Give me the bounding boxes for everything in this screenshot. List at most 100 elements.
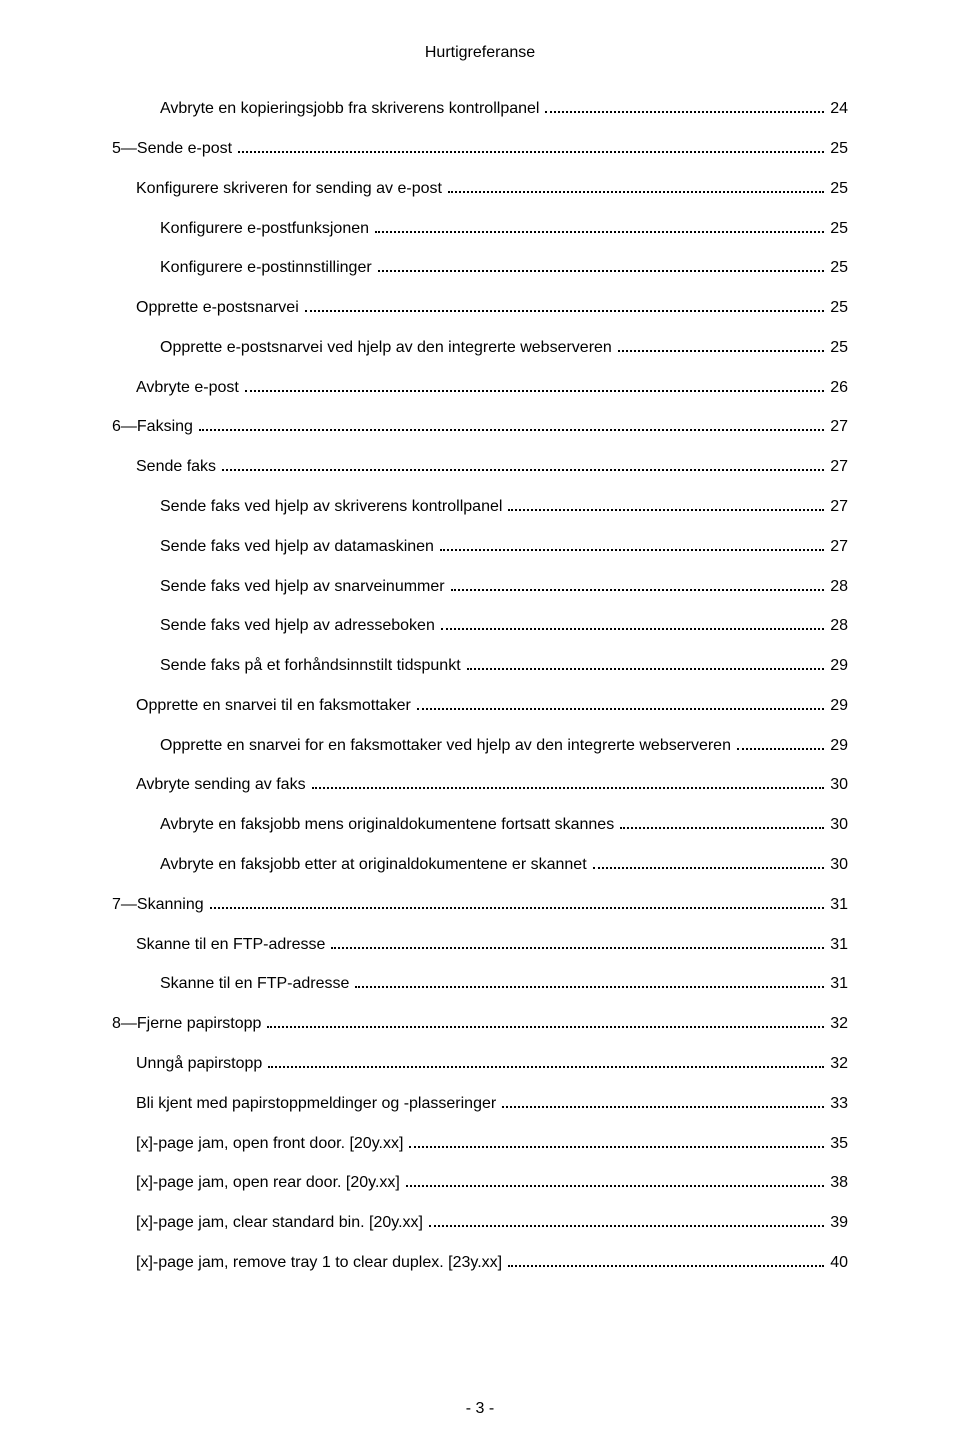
toc-leader-dots	[417, 695, 824, 710]
toc-entry[interactable]: Bli kjent med papirstoppmeldinger og -pl…	[112, 1093, 848, 1115]
toc-leader-dots	[375, 217, 824, 232]
toc-leader-dots	[508, 496, 824, 511]
toc-entry[interactable]: Opprette en snarvei til en faksmottaker 2…	[112, 695, 848, 717]
toc-entry-label: Sende faks ved hjelp av adresseboken	[160, 615, 439, 637]
toc-entry[interactable]: Avbryte en kopieringsjobb fra skriverens…	[112, 98, 848, 120]
toc-entry[interactable]: Opprette en snarvei for en faksmottaker …	[112, 735, 848, 757]
toc-entry-page: 30	[826, 814, 848, 836]
toc-entry-label: Avbryte e-post	[136, 377, 243, 399]
toc-entry-label: [x]-page jam, clear standard bin. [20y.x…	[136, 1212, 427, 1234]
toc-leader-dots	[467, 655, 825, 670]
toc-entry-page: 39	[826, 1212, 848, 1234]
toc-leader-dots	[448, 178, 824, 193]
toc-entry-label: Bli kjent med papirstoppmeldinger og -pl…	[136, 1093, 500, 1115]
toc-entry-page: 26	[826, 377, 848, 399]
toc-entry-page: 31	[826, 973, 848, 995]
toc-entry[interactable]: [x]-page jam, clear standard bin. [20y.x…	[112, 1212, 848, 1234]
toc-entry[interactable]: Sende faks ved hjelp av skriverens kontr…	[112, 496, 848, 518]
toc-entry[interactable]: [x]-page jam, open front door. [20y.xx]3…	[112, 1132, 848, 1154]
toc-entry-label: Konfigurere skriveren for sending av e-p…	[136, 178, 446, 200]
toc-leader-dots	[312, 774, 825, 789]
toc-entry-label: Opprette en snarvei til en faksmottaker	[136, 695, 415, 717]
toc-entry[interactable]: Unngå papirstopp32	[112, 1053, 848, 1075]
toc-entry-label: 8—Fjerne papirstopp	[112, 1013, 265, 1035]
toc-entry-label: Skanne til en FTP-adresse	[136, 934, 329, 956]
toc-entry-page: 31	[826, 934, 848, 956]
toc-leader-dots	[406, 1172, 824, 1187]
toc-entry-page: 29	[826, 695, 848, 717]
toc-entry[interactable]: Sende faks 27	[112, 456, 848, 478]
toc-entry[interactable]: Opprette e-postsnarvei ved hjelp av den …	[112, 337, 848, 359]
toc-entry-page: 27	[826, 536, 848, 558]
toc-entry-label: Opprette e-postsnarvei ved hjelp av den …	[160, 337, 616, 359]
toc-leader-dots	[222, 456, 824, 471]
toc-entry-label: Sende faks ved hjelp av snarveinummer	[160, 576, 449, 598]
toc-entry[interactable]: Avbryte e-post 26	[112, 376, 848, 398]
toc-entry-label: Unngå papirstopp	[136, 1053, 266, 1075]
toc-entry[interactable]: Sende faks på et forhåndsinnstilt tidspu…	[112, 655, 848, 677]
toc-entry-page: 32	[826, 1013, 848, 1035]
toc-entry[interactable]: Sende faks ved hjelp av datamaskinen27	[112, 536, 848, 558]
toc-entry[interactable]: Konfigurere skriveren for sending av e-p…	[112, 178, 848, 200]
toc-leader-dots	[238, 138, 824, 153]
toc-entry-page: 28	[826, 615, 848, 637]
toc-entry[interactable]: Skanne til en FTP-adresse 31	[112, 973, 848, 995]
toc-entry[interactable]: Sende faks ved hjelp av snarveinummer 28	[112, 575, 848, 597]
toc-entry-label: 5—Sende e-post	[112, 138, 236, 160]
toc-entry-label: 7—Skanning	[112, 894, 208, 916]
toc-leader-dots	[440, 536, 824, 551]
toc-leader-dots	[409, 1132, 824, 1147]
toc-entry-label: Opprette en snarvei for en faksmottaker …	[160, 735, 735, 757]
toc-entry-page: 25	[826, 257, 848, 279]
toc-entry-page: 24	[826, 98, 848, 120]
toc-entry[interactable]: 8—Fjerne papirstopp 32	[112, 1013, 848, 1035]
toc-entry-page: 27	[826, 456, 848, 478]
toc-entry[interactable]: 7—Skanning 31	[112, 894, 848, 916]
toc-leader-dots	[245, 376, 824, 391]
toc-entry-label: Sende faks	[136, 456, 220, 478]
toc-entry[interactable]: Avbryte sending av faks30	[112, 774, 848, 796]
toc-entry-page: 29	[826, 655, 848, 677]
toc-entry[interactable]: Sende faks ved hjelp av adresseboken 28	[112, 615, 848, 637]
toc-entry-page: 28	[826, 576, 848, 598]
toc-leader-dots	[451, 575, 825, 590]
toc-entry[interactable]: [x]-page jam, open rear door. [20y.xx] 38	[112, 1172, 848, 1194]
toc-entry-label: Sende faks på et forhåndsinnstilt tidspu…	[160, 655, 465, 677]
toc-entry[interactable]: Konfigurere e-postfunksjonen25	[112, 217, 848, 239]
toc-entry-label: Avbryte en kopieringsjobb fra skriverens…	[160, 98, 543, 120]
toc-leader-dots	[737, 735, 824, 750]
toc-entry[interactable]: [x]-page jam, remove tray 1 to clear dup…	[112, 1252, 848, 1274]
toc-leader-dots	[378, 257, 825, 272]
toc-leader-dots	[210, 894, 825, 909]
page-number: - 3 -	[0, 1400, 960, 1418]
toc-entry-label: [x]-page jam, open rear door. [20y.xx]	[136, 1172, 404, 1194]
toc-entry-page: 30	[826, 854, 848, 876]
toc-leader-dots	[268, 1053, 824, 1068]
toc-entry[interactable]: Skanne til en FTP-adresse 31	[112, 933, 848, 955]
toc-leader-dots	[267, 1013, 824, 1028]
toc-leader-dots	[502, 1093, 824, 1108]
toc-entry-page: 38	[826, 1172, 848, 1194]
toc-entry-label: Avbryte en faksjobb mens originaldokumen…	[160, 814, 618, 836]
toc-leader-dots	[331, 933, 824, 948]
toc-leader-dots	[199, 416, 824, 431]
toc-entry-page: 40	[826, 1252, 848, 1274]
toc-entry-label: Avbryte en faksjobb etter at originaldok…	[160, 854, 591, 876]
toc-entry-page: 31	[826, 894, 848, 916]
table-of-contents: Avbryte en kopieringsjobb fra skriverens…	[112, 98, 848, 1273]
toc-leader-dots	[305, 297, 824, 312]
toc-entry-label: Skanne til en FTP-adresse	[160, 973, 353, 995]
toc-entry[interactable]: 6—Faksing27	[112, 416, 848, 438]
toc-entry[interactable]: Avbryte en faksjobb mens originaldokumen…	[112, 814, 848, 836]
toc-entry[interactable]: Opprette e-postsnarvei25	[112, 297, 848, 319]
toc-entry-page: 25	[826, 297, 848, 319]
toc-entry[interactable]: Avbryte en faksjobb etter at originaldok…	[112, 854, 848, 876]
document-page: Hurtigreferanse Avbryte en kopieringsjob…	[0, 0, 960, 1452]
toc-leader-dots	[545, 98, 824, 113]
document-title: Hurtigreferanse	[112, 44, 848, 62]
toc-entry-label: Konfigurere e-postfunksjonen	[160, 218, 373, 240]
toc-entry-label: 6—Faksing	[112, 416, 197, 438]
toc-entry-page: 33	[826, 1093, 848, 1115]
toc-entry[interactable]: 5—Sende e-post25	[112, 138, 848, 160]
toc-entry[interactable]: Konfigurere e-postinnstillinger25	[112, 257, 848, 279]
